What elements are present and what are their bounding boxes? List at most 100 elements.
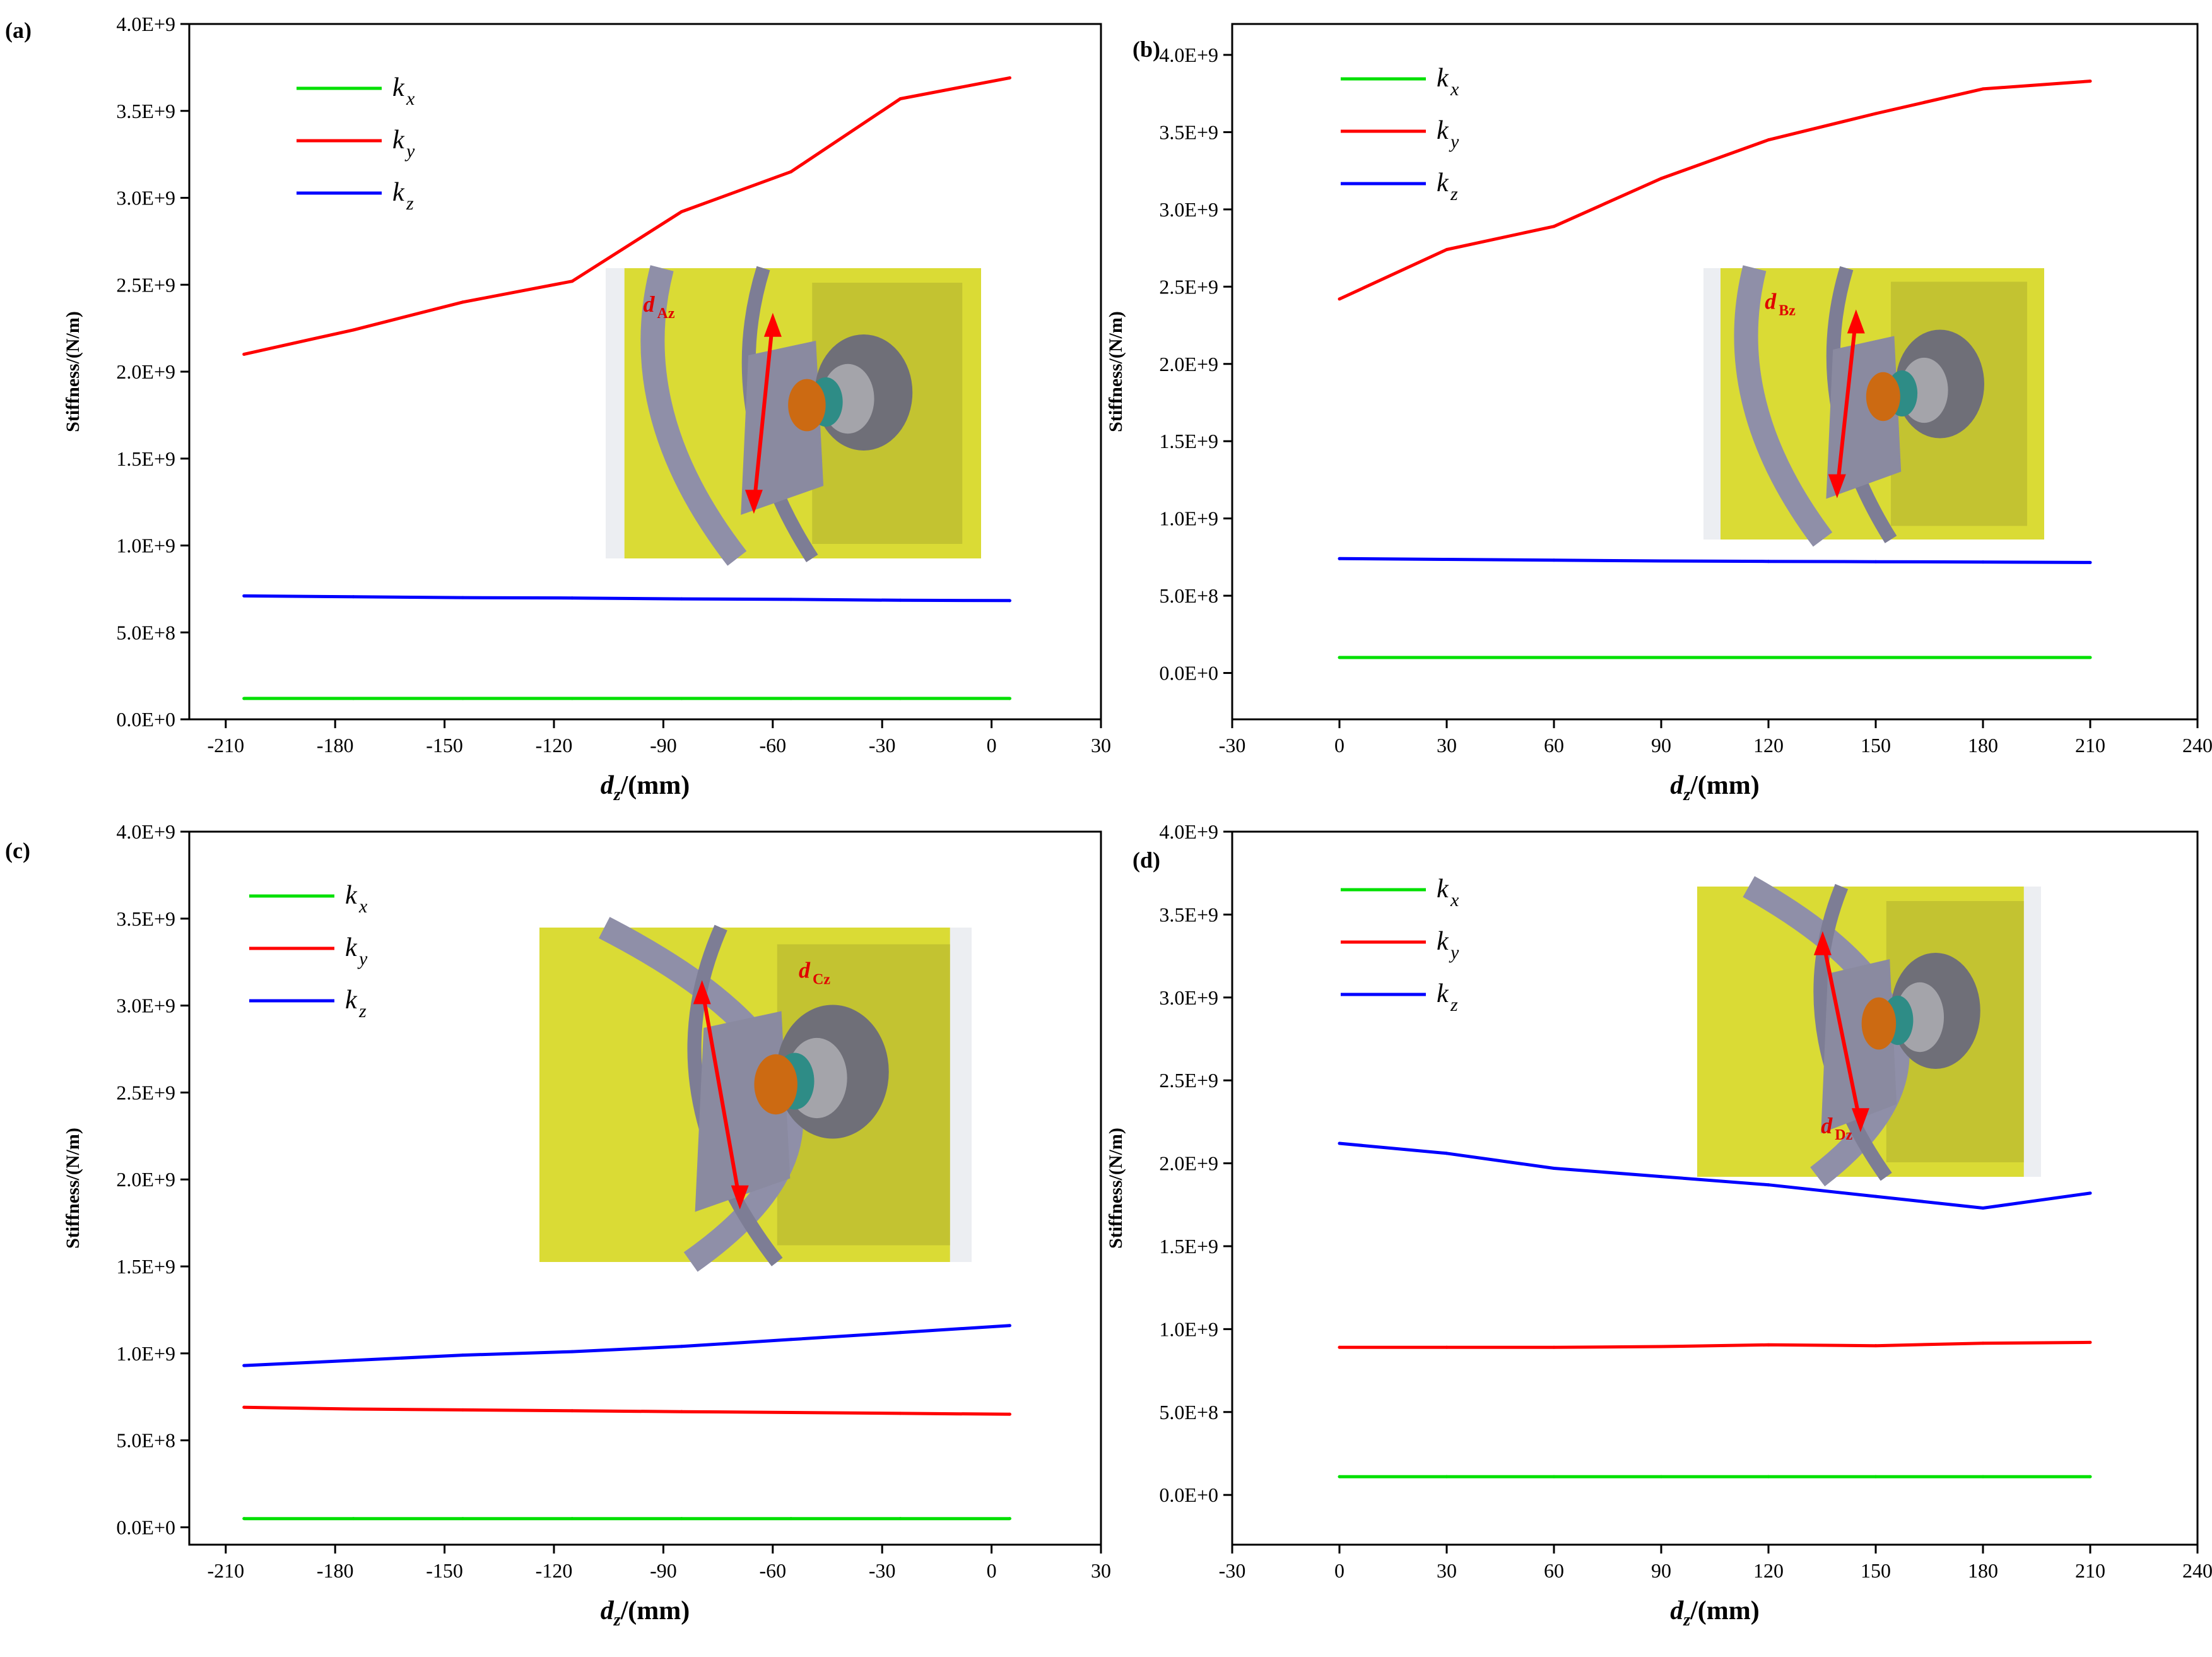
- y-tick-label: 4.0E+9: [116, 13, 175, 35]
- inset-inner-ring: [1813, 883, 1892, 1181]
- data-point-ky: [1659, 177, 1663, 180]
- data-point-kx: [1338, 656, 1341, 659]
- x-tick-label: -180: [317, 734, 354, 757]
- data-point-kx: [351, 1517, 355, 1521]
- data-point-ky: [898, 1412, 902, 1415]
- inset-inner-ring: [687, 924, 783, 1266]
- data-point-ky: [1981, 87, 1985, 91]
- legend-label: k: [345, 933, 358, 962]
- x-axis-title: dz/(mm): [601, 1596, 690, 1630]
- legend-label: k: [1437, 875, 1449, 904]
- y-tick-label: 3.0E+9: [116, 187, 175, 209]
- y-tick-label: 3.5E+9: [1159, 121, 1218, 143]
- data-point-kz: [1767, 560, 1770, 563]
- y-tick-label: 0.0E+0: [1159, 1483, 1218, 1506]
- data-point-kz: [351, 1359, 355, 1362]
- legend-label-subscript: z: [1450, 184, 1458, 204]
- x-axis-title-unit: /(mm): [620, 1596, 690, 1625]
- inset-orange-flange: [1866, 372, 1900, 422]
- series-line-kz: [1339, 1141, 2091, 1210]
- legend-label-subscript: z: [358, 1001, 367, 1022]
- x-tick-label: -30: [1219, 734, 1246, 757]
- data-point-kz: [679, 1345, 683, 1348]
- y-axis-title: Stiffness/(N/m): [1105, 311, 1126, 432]
- legend-label-subscript: z: [406, 193, 414, 214]
- data-point-kz: [351, 595, 355, 599]
- x-axis-title: dz/(mm): [1670, 771, 1760, 805]
- legend-label-subscript: y: [1449, 131, 1459, 152]
- data-point-ky: [1552, 1345, 1556, 1349]
- y-axis-title: Stiffness/(N/m): [62, 1128, 83, 1249]
- inset-label-sub: Dz: [1835, 1127, 1852, 1143]
- x-tick-label: 60: [1544, 734, 1564, 757]
- data-point-kx: [570, 1517, 574, 1521]
- y-tick-label: 2.0E+9: [1159, 353, 1218, 375]
- panel-label: (a): [5, 18, 32, 43]
- data-point-ky: [2088, 1340, 2092, 1344]
- data-point-ky: [242, 352, 246, 356]
- x-axis-title-subscript: z: [613, 785, 621, 805]
- x-axis-title-unit: /(mm): [1690, 1596, 1760, 1625]
- data-point-kx: [679, 697, 683, 700]
- x-axis-title-subscript: z: [613, 1610, 621, 1630]
- inset-frame-ring: [1734, 265, 1833, 547]
- x-tick-label: 150: [1861, 1559, 1891, 1582]
- data-point-kz: [1552, 1166, 1556, 1170]
- panel-label: (c): [5, 838, 30, 863]
- y-tick-label: 1.5E+9: [116, 447, 175, 470]
- y-tick-label: 5.0E+8: [116, 621, 175, 644]
- y-tick-label: 1.0E+9: [116, 1342, 175, 1365]
- data-point-kz: [570, 1350, 574, 1353]
- data-point-ky: [461, 300, 464, 304]
- x-tick-label: 210: [2075, 734, 2105, 757]
- y-tick-label: 2.0E+9: [1159, 1152, 1218, 1175]
- data-point-kx: [1767, 656, 1770, 659]
- data-point-kz: [1767, 1183, 1770, 1187]
- legend-label: k: [1437, 64, 1449, 93]
- legend-label-subscript: y: [357, 948, 368, 969]
- data-point-ky: [679, 1410, 683, 1413]
- x-tick-label: -210: [207, 1559, 244, 1582]
- inset-direction-arrow: [1820, 938, 1862, 1125]
- data-point-kz: [1552, 558, 1556, 562]
- y-tick-label: 3.5E+9: [116, 100, 175, 122]
- data-point-kz: [1874, 560, 1878, 563]
- data-point-kz: [679, 597, 683, 601]
- data-point-ky: [1338, 1345, 1341, 1349]
- legend-label: k: [392, 178, 405, 207]
- y-tick-label: 0.0E+0: [1159, 662, 1218, 685]
- data-point-kz: [1981, 560, 1985, 564]
- legend-label: k: [345, 986, 358, 1015]
- data-point-kx: [2088, 656, 2092, 659]
- x-tick-label: 30: [1437, 1559, 1457, 1582]
- data-point-kz: [1659, 1175, 1663, 1179]
- x-tick-label: 0: [987, 1559, 997, 1582]
- data-point-kz: [570, 596, 574, 600]
- legend-label: k: [345, 881, 358, 910]
- data-point-kz: [898, 1331, 902, 1335]
- data-point-kz: [461, 1353, 464, 1357]
- x-axis-title-subscript: z: [1683, 1610, 1690, 1630]
- y-tick-label: 3.0E+9: [1159, 986, 1218, 1009]
- x-tick-label: 120: [1753, 1559, 1784, 1582]
- data-point-kz: [1874, 1194, 1878, 1198]
- data-point-ky: [1767, 1343, 1770, 1347]
- x-tick-label: -30: [869, 734, 896, 757]
- chart-panel-3: d Dz-30 0 30 60 90 120 150 180 210 2400.0E+05.0E+8…: [1105, 820, 2212, 1630]
- data-point-kx: [1338, 1475, 1341, 1478]
- series-line-ky: [244, 76, 1010, 356]
- inset-arrowhead-bottom: [731, 1185, 749, 1210]
- data-point-kz: [242, 1364, 246, 1367]
- inset-illustration: d Dz: [1697, 876, 2041, 1187]
- series-line-kz: [1339, 557, 2091, 564]
- x-tick-label: 180: [1968, 734, 1998, 757]
- legend-label-subscript: z: [1450, 994, 1458, 1015]
- x-tick-label: 60: [1544, 1559, 1564, 1582]
- data-point-kz: [1008, 1324, 1011, 1328]
- y-tick-label: 2.0E+9: [116, 1168, 175, 1191]
- x-tick-label: -60: [759, 1559, 786, 1582]
- x-tick-label: 30: [1437, 734, 1457, 757]
- data-point-kx: [898, 697, 902, 700]
- x-tick-label: -150: [426, 1559, 463, 1582]
- x-tick-label: 0: [987, 734, 997, 757]
